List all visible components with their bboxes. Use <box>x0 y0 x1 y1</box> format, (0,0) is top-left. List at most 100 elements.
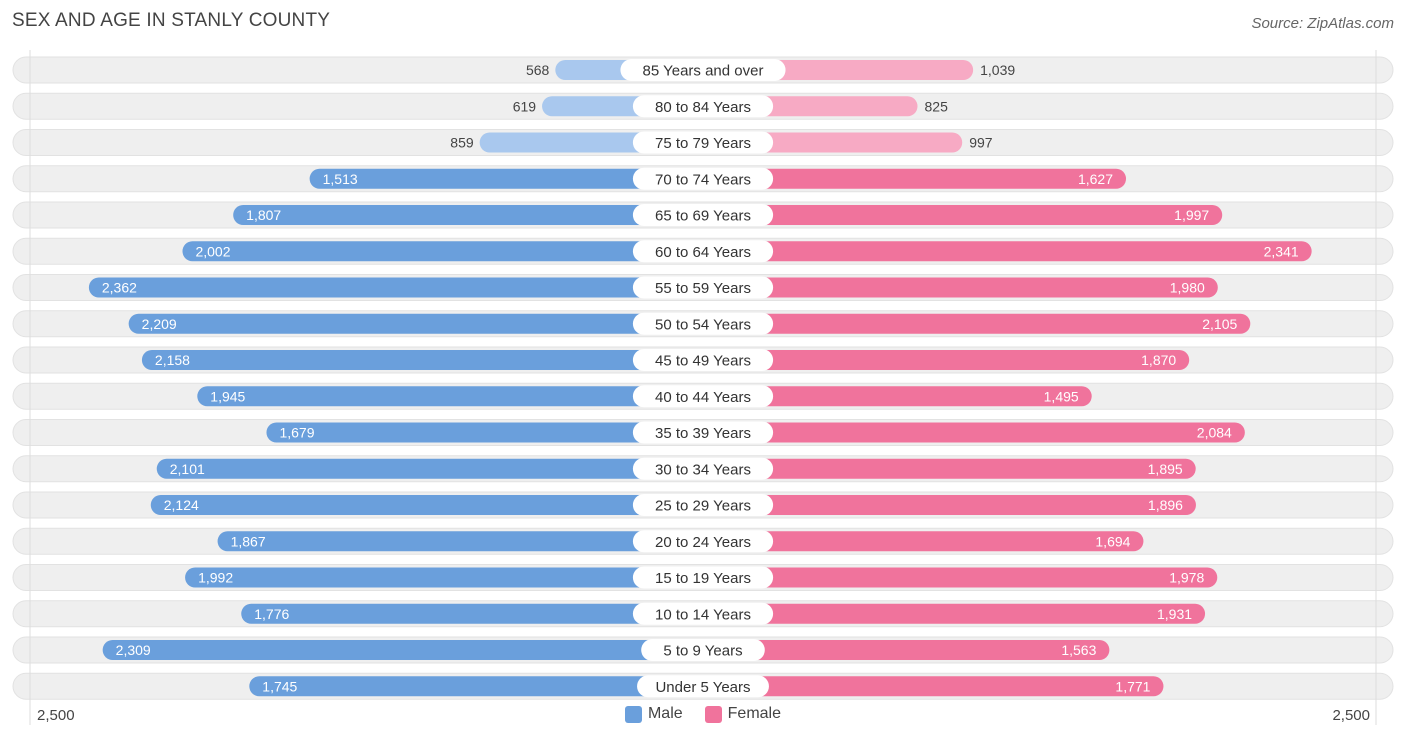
category-pill <box>632 240 774 263</box>
value-label-male: 1,807 <box>246 207 281 223</box>
value-label-male: 619 <box>513 98 537 114</box>
category-pill <box>632 276 774 299</box>
category-pill <box>637 675 769 698</box>
bar-male <box>102 640 703 660</box>
bar-female <box>703 676 1164 697</box>
bar-male <box>128 313 703 334</box>
category-pill <box>632 95 774 118</box>
category-pill <box>632 421 774 444</box>
category-label: 60 to 64 Years <box>655 244 751 261</box>
value-label-female: 1,870 <box>1141 352 1176 368</box>
chart-title: SEX AND AGE IN STANLY COUNTY <box>12 10 331 31</box>
value-label-male: 1,992 <box>198 570 233 586</box>
category-pill <box>632 457 774 480</box>
category-pill <box>632 131 774 154</box>
bar-female <box>703 458 1196 479</box>
value-label-male: 1,867 <box>231 533 266 549</box>
category-pill <box>632 530 774 553</box>
bar-female <box>703 205 1223 225</box>
category-label: 35 to 39 Years <box>655 425 751 442</box>
value-label-female: 1,563 <box>1061 642 1096 658</box>
value-label-female: 2,084 <box>1197 425 1232 441</box>
bar-female <box>703 422 1245 443</box>
category-label: 80 to 84 Years <box>655 99 751 116</box>
category-label: 70 to 74 Years <box>655 171 751 188</box>
category-pill <box>632 494 774 516</box>
value-label-male: 1,679 <box>279 425 314 441</box>
bar-female <box>703 640 1110 660</box>
value-label-male: 1,513 <box>323 171 358 187</box>
category-label: 30 to 34 Years <box>655 461 751 478</box>
value-label-female: 1,895 <box>1148 461 1183 477</box>
axis-right-max-label: 2,500 <box>1332 707 1370 724</box>
legend-swatch-male <box>624 705 642 723</box>
axis-left-max-label: 2,500 <box>37 707 75 724</box>
category-label: 15 to 19 Years <box>655 570 751 587</box>
bar-male <box>185 567 703 588</box>
category-label: 10 to 14 Years <box>655 606 751 623</box>
value-label-female: 1,495 <box>1044 388 1079 404</box>
bar-male <box>88 277 703 298</box>
value-label-female: 1,771 <box>1115 678 1150 694</box>
bar-male <box>197 386 704 407</box>
value-label-male: 2,158 <box>155 352 190 368</box>
value-label-male: 2,309 <box>116 642 151 658</box>
value-label-female: 1,896 <box>1148 497 1183 513</box>
category-pill <box>641 639 765 661</box>
bar-male <box>182 241 704 262</box>
category-label: Under 5 Years <box>655 679 750 696</box>
value-label-male: 2,002 <box>195 243 230 259</box>
bar-male <box>241 603 704 624</box>
value-label-female: 1,997 <box>1174 207 1209 223</box>
category-label: 25 to 29 Years <box>655 498 751 515</box>
bar-male <box>266 422 703 443</box>
category-label: 20 to 24 Years <box>655 534 751 551</box>
category-pill <box>632 312 774 335</box>
bar-male <box>309 168 703 189</box>
value-label-female: 2,105 <box>1202 316 1237 332</box>
category-label: 40 to 44 Years <box>655 389 751 406</box>
category-pill <box>632 566 774 589</box>
value-label-female: 1,627 <box>1078 171 1113 187</box>
category-pill <box>632 349 774 371</box>
value-label-male: 2,124 <box>164 497 199 513</box>
bar-female <box>703 386 1092 407</box>
bar-female <box>703 350 1190 370</box>
category-pill <box>620 59 786 81</box>
legend-item-female: Female <box>704 705 782 723</box>
source-note: Source: ZipAtlas.com <box>1251 15 1394 32</box>
category-pill <box>632 167 774 190</box>
category-label: 5 to 9 Years <box>663 643 742 660</box>
value-label-male: 1,745 <box>262 678 297 694</box>
value-label-male: 2,209 <box>142 316 177 332</box>
legend-label-female: Female <box>727 705 782 722</box>
category-pill <box>632 602 774 625</box>
legend-item-male: Male <box>624 705 683 723</box>
bar-male <box>217 531 703 552</box>
value-label-male: 568 <box>526 62 550 78</box>
bar-female <box>703 495 1196 515</box>
value-label-female: 1,694 <box>1095 533 1130 549</box>
category-pill <box>632 204 774 226</box>
bar-female <box>703 277 1218 298</box>
bar-female <box>703 241 1312 262</box>
bar-male <box>249 676 704 697</box>
value-label-male: 2,362 <box>102 280 137 296</box>
legend-label-male: Male <box>647 705 683 722</box>
value-label-female: 1,039 <box>980 62 1015 78</box>
value-label-female: 1,931 <box>1157 606 1192 622</box>
bar-female <box>703 531 1144 552</box>
category-label: 65 to 69 Years <box>655 208 751 225</box>
value-label-male: 1,945 <box>210 388 245 404</box>
bar-female <box>703 567 1218 588</box>
category-label: 55 to 59 Years <box>655 280 751 297</box>
bar-female <box>703 313 1251 334</box>
legend-swatch-female <box>704 705 722 723</box>
bar-male <box>141 350 704 370</box>
bar-male <box>233 205 703 225</box>
value-label-female: 825 <box>925 98 949 114</box>
value-label-male: 2,101 <box>170 461 205 477</box>
value-label-male: 859 <box>450 135 474 151</box>
category-pill <box>632 385 774 408</box>
